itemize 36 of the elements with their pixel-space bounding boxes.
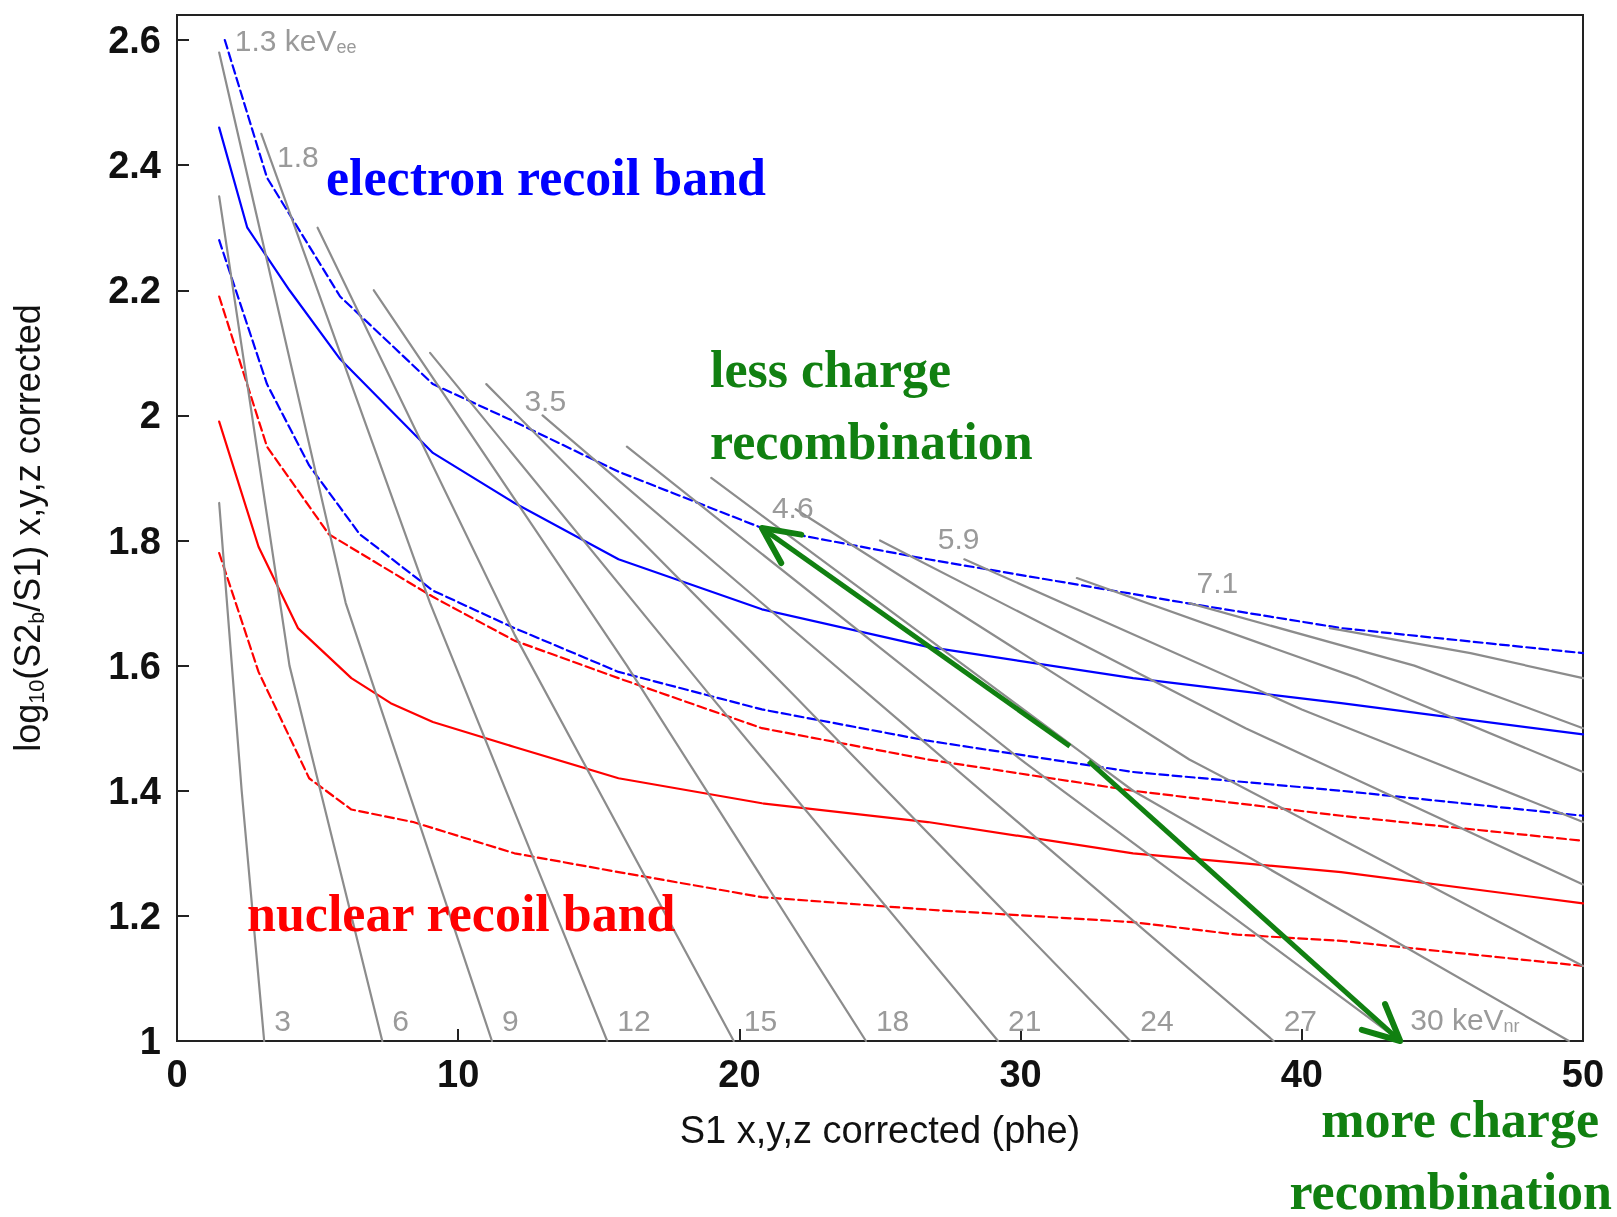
x-axis-title: S1 x,y,z corrected (phe) bbox=[679, 1109, 1081, 1151]
annotation: electron recoil band bbox=[326, 148, 767, 206]
y-tick-label: 1 bbox=[139, 1020, 161, 1062]
line-series bbox=[218, 551, 1585, 968]
annotation: 1.8 bbox=[276, 140, 319, 174]
y-tick-label: 1.6 bbox=[108, 644, 161, 687]
annotation: 7.1 bbox=[1196, 565, 1239, 599]
annotation: 6 bbox=[392, 1003, 409, 1037]
y-axis-title: log10(S2b/S1) x,y,z corrected bbox=[7, 304, 49, 752]
x-tick-label: 10 bbox=[437, 1053, 480, 1095]
annotation: less charge recombination bbox=[710, 340, 1033, 470]
annotation: 9 bbox=[501, 1003, 519, 1037]
y-tick-label: 2.4 bbox=[108, 144, 161, 187]
x-tick-label: 20 bbox=[718, 1053, 761, 1095]
annotation: 18 bbox=[875, 1003, 910, 1037]
y-tick-label: 1.2 bbox=[108, 894, 161, 937]
annotation: 30 keVnr bbox=[1410, 1002, 1520, 1036]
annotation: 27 bbox=[1283, 1003, 1318, 1037]
line-series bbox=[218, 126, 1585, 736]
x-tick-label: 0 bbox=[166, 1053, 188, 1095]
annotation: 21 bbox=[1008, 1003, 1042, 1037]
y-tick-label: 2.2 bbox=[108, 269, 161, 312]
annotation: 4.6 bbox=[771, 490, 814, 524]
annotation: 3.5 bbox=[524, 384, 567, 418]
annotation: nuclear recoil band bbox=[247, 884, 676, 942]
annotation: 15 bbox=[743, 1003, 778, 1037]
annotation: 5.9 bbox=[937, 521, 980, 555]
annotation: 3 bbox=[274, 1003, 291, 1037]
y-tick-label: 1.4 bbox=[108, 769, 161, 812]
x-tick-label: 30 bbox=[999, 1053, 1042, 1095]
y-tick-label: 1.8 bbox=[108, 519, 161, 562]
annotation: 1.3 keVee bbox=[234, 23, 357, 57]
annotation: 24 bbox=[1140, 1003, 1174, 1037]
annotation: 12 bbox=[617, 1003, 651, 1037]
y-tick-label: 2.6 bbox=[108, 19, 161, 62]
y-tick-label: 2 bbox=[139, 394, 161, 437]
